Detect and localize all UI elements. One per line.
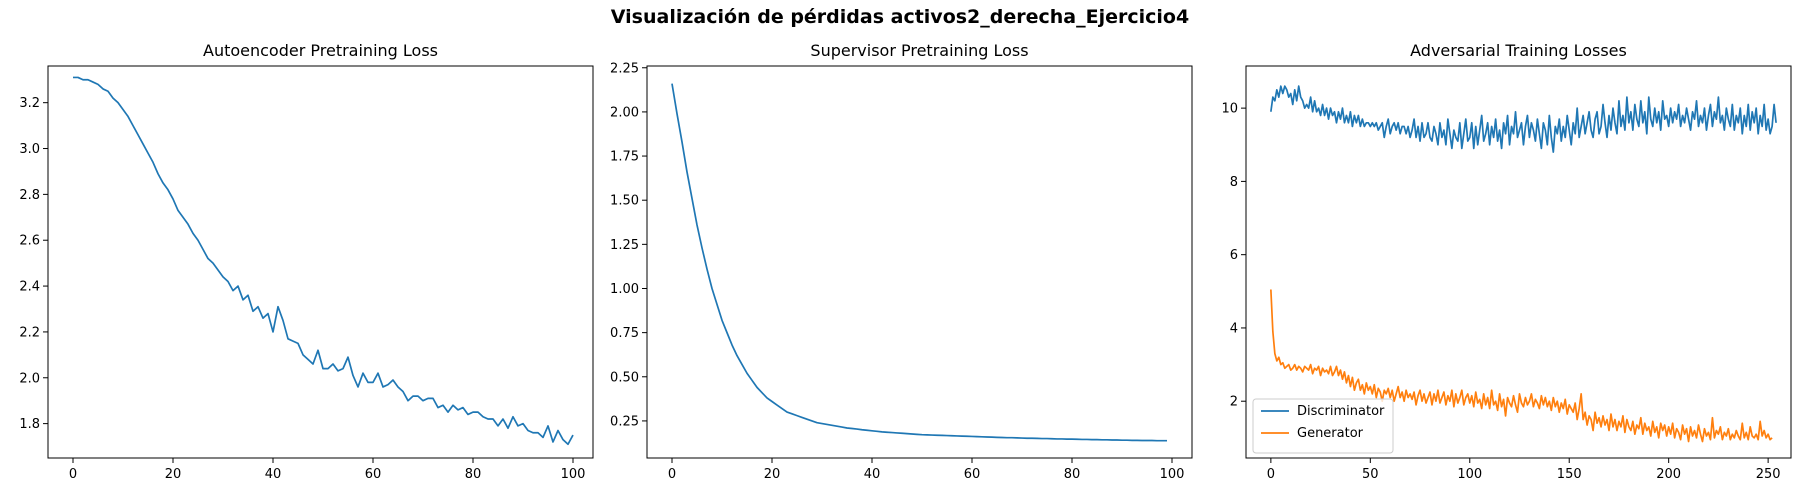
y-tick-label: 1.8: [19, 417, 40, 432]
chart-panel-1: Autoencoder Pretraining Loss 0 20 40 60 80 100…: [19, 41, 594, 482]
x-tick-label: 60: [365, 467, 382, 482]
chart-title: Supervisor Pretraining Loss: [810, 41, 1028, 60]
x-tick-label: 0: [668, 467, 676, 482]
y-tick-label: 1.75: [610, 150, 639, 165]
legend: Discriminator Generator: [1252, 398, 1394, 454]
x-tick-label: 50: [1362, 467, 1379, 482]
legend-label: Generator: [1297, 426, 1364, 441]
axes-frame: [646, 65, 1193, 459]
x-tick-label: 150: [1557, 467, 1582, 482]
y-tick-label: 2: [1230, 395, 1238, 410]
x-tick-label: 250: [1756, 467, 1781, 482]
x-tick-label: 200: [1656, 467, 1681, 482]
figure-suptitle: Visualización de pérdidas activos2_derec…: [610, 6, 1190, 28]
x-tick-label: 100: [1457, 467, 1482, 482]
y-tick-label: 2.0: [19, 371, 40, 386]
chart-panel-3: Adversarial Training Losses 0 50 100 150 200 2…: [1221, 41, 1792, 482]
series-line-generator: [1270, 289, 1773, 443]
y-tick-label: 1.00: [610, 282, 639, 297]
x-tick-label: 40: [265, 467, 282, 482]
legend-label: Discriminator: [1297, 404, 1385, 419]
y-tick-label: 8: [1230, 175, 1238, 190]
x-tick-label: 80: [465, 467, 482, 482]
series-line-discriminator: [1270, 85, 1777, 153]
y-tick-label: 10: [1221, 102, 1238, 117]
y-tick-label: 4: [1230, 321, 1238, 336]
y-tick-label: 0.75: [610, 326, 639, 341]
axes-frame: [47, 65, 594, 459]
y-tick-label: 6: [1230, 248, 1238, 263]
y-tick-label: 0.50: [610, 370, 639, 385]
chart-title: Adversarial Training Losses: [1410, 41, 1627, 60]
y-tick-label: 1.50: [610, 194, 639, 209]
y-tick-label: 3.2: [19, 96, 40, 111]
y-tick-label: 2.4: [19, 280, 40, 295]
chart-panel-2: Supervisor Pretraining Loss 0 20 40 60 80 100 0…: [610, 41, 1193, 482]
y-tick-label: 1.25: [610, 238, 639, 253]
y-tick-label: 2.8: [19, 188, 40, 203]
y-tick-label: 2.00: [610, 105, 639, 120]
y-tick-label: 3.0: [19, 142, 40, 157]
y-tick-label: 2.25: [610, 61, 639, 76]
x-tick-label: 60: [964, 467, 981, 482]
x-tick-label: 20: [764, 467, 781, 482]
legend-box: [1252, 398, 1394, 454]
series-line-1: [671, 83, 1167, 442]
series-line-1: [73, 76, 574, 446]
x-tick-label: 40: [864, 467, 881, 482]
x-tick-label: 20: [165, 467, 182, 482]
axes-frame: [1245, 65, 1792, 459]
y-tick-label: 2.6: [19, 234, 40, 249]
x-tick-label: 100: [561, 467, 586, 482]
y-tick-label: 0.25: [610, 414, 639, 429]
x-tick-label: 100: [1160, 467, 1185, 482]
y-tick-label: 2.2: [19, 325, 40, 340]
x-tick-label: 0: [1267, 467, 1275, 482]
x-tick-label: 80: [1064, 467, 1081, 482]
chart-title: Autoencoder Pretraining Loss: [203, 41, 438, 60]
x-tick-label: 0: [69, 467, 77, 482]
